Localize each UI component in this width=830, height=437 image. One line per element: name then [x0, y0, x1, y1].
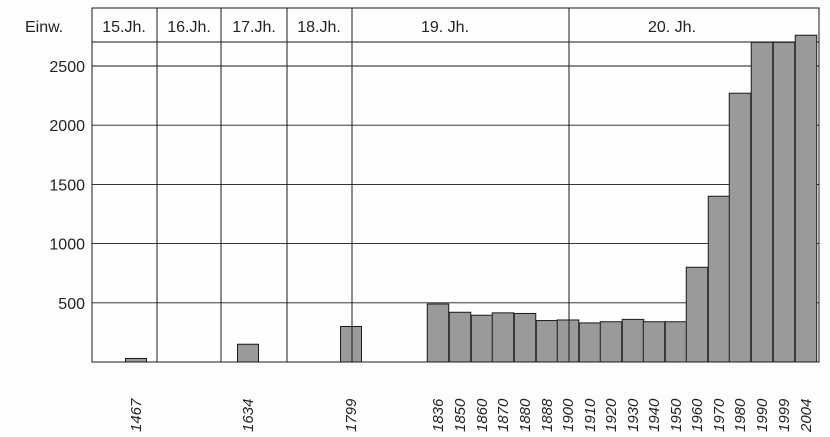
- century-label-2: 17.Jh.: [232, 19, 276, 36]
- bar-1900: [556, 319, 580, 363]
- x-tick-1910: 1910: [582, 398, 599, 432]
- bar-1910: [578, 322, 602, 363]
- bar-1980: [728, 92, 752, 363]
- bar-1960: [685, 266, 709, 363]
- x-tick-1836: 1836: [430, 398, 447, 432]
- century-label-5: 20. Jh.: [648, 19, 696, 36]
- bar-1467: [125, 357, 147, 363]
- bar-1970: [707, 195, 731, 363]
- y-axis-label: Einw.: [25, 19, 63, 36]
- bar-2004: [794, 34, 818, 363]
- x-tick-1999: 1999: [776, 398, 793, 432]
- y-tick-2500: 2500: [49, 59, 85, 76]
- x-tick-1900: 1900: [560, 398, 577, 432]
- x-tick-1870: 1870: [495, 398, 512, 432]
- labels: Einw. 500 1000 1500 2000 2500 15.Jh. 16.Jh. 17.…: [25, 19, 815, 433]
- y-tick-1500: 1500: [49, 177, 85, 194]
- x-tick-1980: 1980: [732, 398, 749, 432]
- century-label-3: 18.Jh.: [297, 19, 341, 36]
- century-label-4: 19. Jh.: [421, 19, 469, 36]
- x-tick-1880: 1880: [517, 398, 534, 432]
- x-tick-1467: 1467: [128, 398, 145, 432]
- x-tick-2004: 2004: [798, 399, 815, 433]
- bars: [125, 34, 818, 363]
- bar-1799: [340, 325, 362, 363]
- bar-1634: [237, 343, 259, 363]
- century-label-0: 15.Jh.: [102, 19, 146, 36]
- bar-1860: [470, 314, 494, 363]
- bar-1940: [642, 321, 666, 363]
- x-tick-1930: 1930: [625, 398, 642, 432]
- y-tick-2000: 2000: [49, 118, 85, 135]
- bar-1999: [772, 41, 796, 363]
- x-tick-1850: 1850: [452, 398, 469, 432]
- x-tick-1799: 1799: [343, 398, 360, 432]
- x-tick-1634: 1634: [240, 399, 257, 432]
- x-tick-1888: 1888: [539, 398, 556, 432]
- bar-1836: [426, 303, 450, 363]
- bar-1950: [664, 321, 688, 363]
- x-tick-1970: 1970: [711, 398, 728, 432]
- century-dividers: [156, 8, 570, 362]
- bar-1870: [491, 312, 515, 363]
- bar-1930: [621, 318, 645, 363]
- x-tick-1950: 1950: [668, 398, 685, 432]
- x-tick-1860: 1860: [474, 398, 491, 432]
- x-tick-1990: 1990: [754, 398, 771, 432]
- bar-1880: [513, 312, 537, 363]
- y-tick-1000: 1000: [49, 237, 85, 254]
- y-tick-500: 500: [58, 296, 85, 313]
- bar-1990: [750, 41, 774, 363]
- bar-1850: [448, 311, 472, 363]
- bar-1920: [599, 321, 623, 363]
- x-tick-1920: 1920: [603, 398, 620, 432]
- century-label-1: 16.Jh.: [167, 19, 211, 36]
- bar-1888: [535, 320, 559, 363]
- x-tick-1960: 1960: [689, 398, 706, 432]
- x-tick-1940: 1940: [646, 398, 663, 432]
